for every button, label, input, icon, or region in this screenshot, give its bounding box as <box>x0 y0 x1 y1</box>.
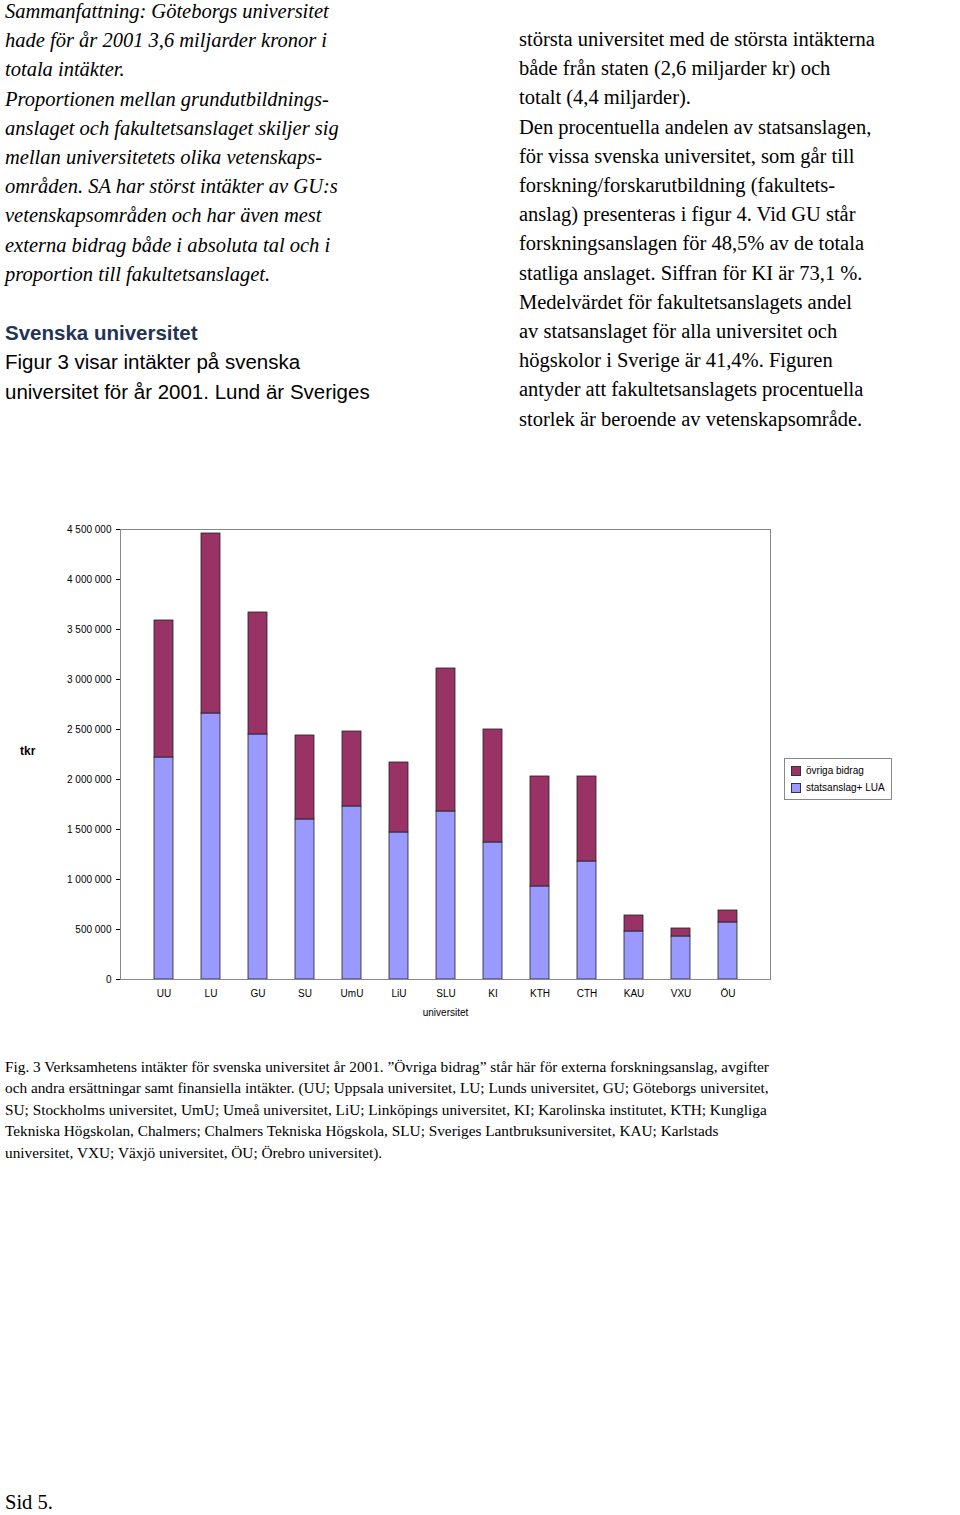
html-text:största universitet med de stö: största universitet med de största intäk… <box>519 28 875 50</box>
html-text:storlek är beroende av vetensk: storlek är beroende av vetenskapsområde. <box>519 407 863 430</box>
html-text:Medelvärdet för fakultetsansla: Medelvärdet för fakultetsanslagets andel <box>519 290 852 313</box>
html-text:och andra ersättningar samt fi: och andra ersättningar samt finansiella … <box>5 1079 769 1097</box>
html-text:forskningsanslagen för 48,5% a: forskningsanslagen för 48,5% av de total… <box>519 232 864 255</box>
svg-text:KAU: KAU <box>624 988 645 999</box>
html-text:Den procentuella andelen av st: Den procentuella andelen av statsanslage… <box>519 115 872 138</box>
html-text:tkr: tkr <box>20 744 36 758</box>
svg-text:1 000 000: 1 000 000 <box>67 874 112 885</box>
svg-text:universitet: universitet <box>423 1007 469 1018</box>
svg-text:CTH: CTH <box>577 988 598 999</box>
html-text:anslaget och fakultetsanslaget: anslaget och fakultetsanslaget skiljer s… <box>5 116 339 139</box>
svg-text:UU: UU <box>157 988 171 999</box>
html-text:Sammanfattning: Göteborgs univ: Sammanfattning: Göteborgs universitet <box>5 0 329 22</box>
html-text:proportion till fakultetsansla: proportion till fakultetsanslaget. <box>5 262 271 285</box>
html-text:universitet för år 2001. Lund: universitet för år 2001. Lund är Sverige… <box>5 379 370 403</box>
html-text:Proportionen mellan grundutbil: Proportionen mellan grundutbildnings- <box>5 87 329 110</box>
svg-text:LU: LU <box>205 988 218 999</box>
html-text:Figur 3 visar intäkter på sven: Figur 3 visar intäkter på svenska <box>5 350 301 374</box>
html-text:externa bidrag både i absoluta: externa bidrag både i absoluta tal och i <box>5 233 331 256</box>
svg-text:1 500 000: 1 500 000 <box>67 824 112 835</box>
html-text:totalt (4,4 miljarder).: totalt (4,4 miljarder). <box>519 86 691 109</box>
html-text:övriga bidrag: övriga bidrag <box>806 765 864 776</box>
svg-text:3 500 000: 3 500 000 <box>67 624 112 635</box>
html-text:SU; Stockholms universitet, Um: SU; Stockholms universitet, UmU; Umeå un… <box>5 1100 767 1118</box>
svg-text:GU: GU <box>251 988 266 999</box>
svg-text:4 000 000: 4 000 000 <box>67 574 112 585</box>
svg-text:500 000: 500 000 <box>75 924 112 935</box>
svg-text:3 000 000: 3 000 000 <box>67 674 112 685</box>
html-text:Tekniska Högskolan, Chalmers;: Tekniska Högskolan, Chalmers; Chalmers T… <box>5 1122 719 1140</box>
svg-text:KI: KI <box>488 988 497 999</box>
html-text:mellan universitetets olika ve: mellan universitetets olika vetenskaps- <box>5 146 323 168</box>
svg-text:VXU: VXU <box>671 988 692 999</box>
html-text:Fig. 3 Verksamhetens intäkter: Fig. 3 Verksamhetens intäkter för svensk… <box>5 1058 769 1075</box>
html-text:Svenska universitet: Svenska universitet <box>5 321 198 345</box>
svg-text:KTH: KTH <box>530 988 550 999</box>
html-text:universitet, VXU; Växjö univer: universitet, VXU; Växjö universitet, ÖU;… <box>5 1143 383 1161</box>
html-text:både från staten (2,6 miljarde: både från staten (2,6 miljarder kr) och <box>519 57 831 80</box>
svg-text:0: 0 <box>106 974 112 985</box>
html-text:högskolor i Sverige är 41,4%.: högskolor i Sverige är 41,4%. Figuren <box>519 349 833 372</box>
html-text:för vissa svenska universitet,: för vissa svenska universitet, som går t… <box>519 144 855 167</box>
svg-text:ÖU: ÖU <box>721 988 736 999</box>
html-text:Sid 5.: Sid 5. <box>5 1491 53 1513</box>
html-text:områden. SA har störst intäkte: områden. SA har störst intäkter av GU:s <box>5 175 338 198</box>
svg-text:UmU: UmU <box>341 988 364 999</box>
html-text:anslag) presenteras i figur 4.: anslag) presenteras i figur 4. Vid GU st… <box>519 203 856 226</box>
html-text:vetenskapsområden och har även: vetenskapsområden och har även mest <box>5 204 322 227</box>
html-text:statliga anslaget. Siffran för: statliga anslaget. Siffran för KI är 73,… <box>519 261 863 284</box>
html-text:totala intäkter.: totala intäkter. <box>5 58 125 81</box>
html-text:forskning/forskarutbildning (f: forskning/forskarutbildning (fakultets- <box>519 174 835 196</box>
html-text:antyder att fakultetsanslagets: antyder att fakultetsanslagets procentue… <box>519 378 864 401</box>
svg-text:2 500 000: 2 500 000 <box>67 724 112 735</box>
svg-text:SLU: SLU <box>436 988 455 999</box>
svg-text:2 000 000: 2 000 000 <box>67 774 112 785</box>
html-text:statsanslag+ LUA: statsanslag+ LUA <box>806 782 885 793</box>
svg-text:SU: SU <box>298 988 312 999</box>
svg-text:LiU: LiU <box>391 988 406 999</box>
html-text:av statsanslaget för alla univ: av statsanslaget för alla universitet oc… <box>519 320 838 342</box>
svg-text:4 500 000: 4 500 000 <box>67 524 112 535</box>
html-text:hade för år 2001 3,6 miljarder: hade för år 2001 3,6 miljarder kronor i <box>5 29 327 52</box>
